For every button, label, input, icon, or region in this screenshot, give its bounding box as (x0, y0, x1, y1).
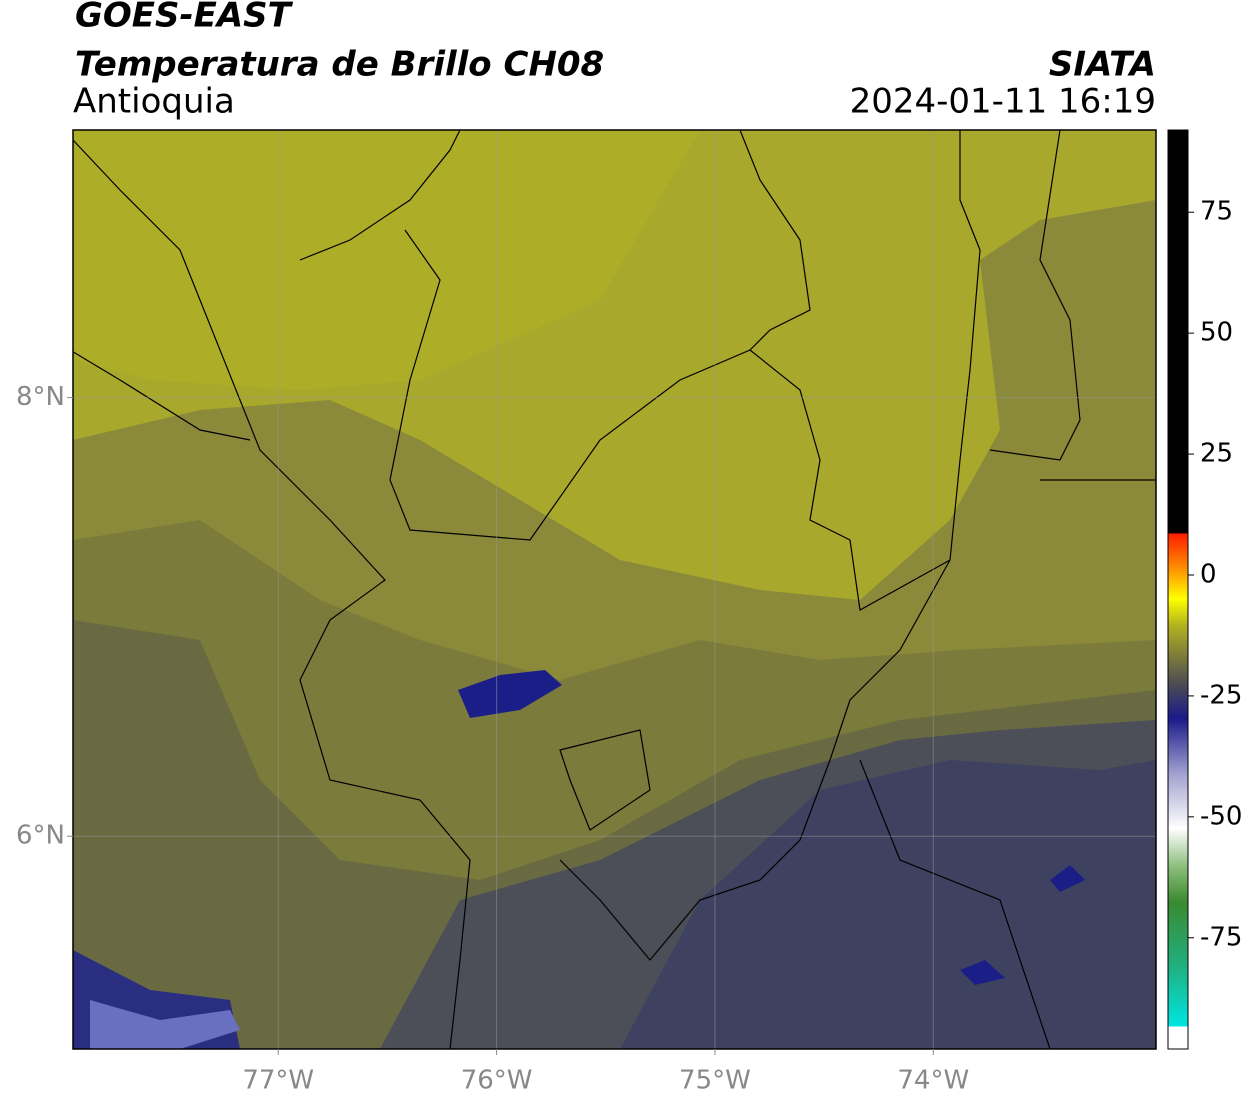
region: Antioquia (73, 82, 235, 122)
colorbar-tick-label: -75 (1200, 922, 1242, 952)
source: SIATA (1049, 45, 1156, 85)
title: GOES-EAST (75, 0, 294, 36)
subtitle: Temperatura de Brillo CH08 (75, 45, 604, 85)
colorbar-tick-label: 75 (1200, 197, 1233, 227)
colorbar-tick-label: -50 (1200, 801, 1242, 831)
x-tick-label: 77°W (242, 1066, 314, 1096)
x-tick-label: 76°W (461, 1066, 533, 1096)
colorbar-tick-label: 50 (1200, 318, 1233, 348)
x-tick-label: 75°W (679, 1066, 751, 1096)
map-frame (72, 129, 1157, 1050)
map-image (73, 130, 1156, 1049)
datetime: 2024-01-11 16:19 (850, 82, 1156, 122)
colorbar-tick-label: 25 (1200, 439, 1233, 469)
y-tick-label: 8°N (16, 382, 65, 412)
y-tick-label: 6°N (16, 821, 65, 851)
x-tick-label: 74°W (897, 1066, 969, 1096)
colorbar (1167, 129, 1189, 1050)
colorbar-tick-label: 0 (1200, 559, 1217, 589)
colorbar-tick-label: -25 (1200, 680, 1242, 710)
